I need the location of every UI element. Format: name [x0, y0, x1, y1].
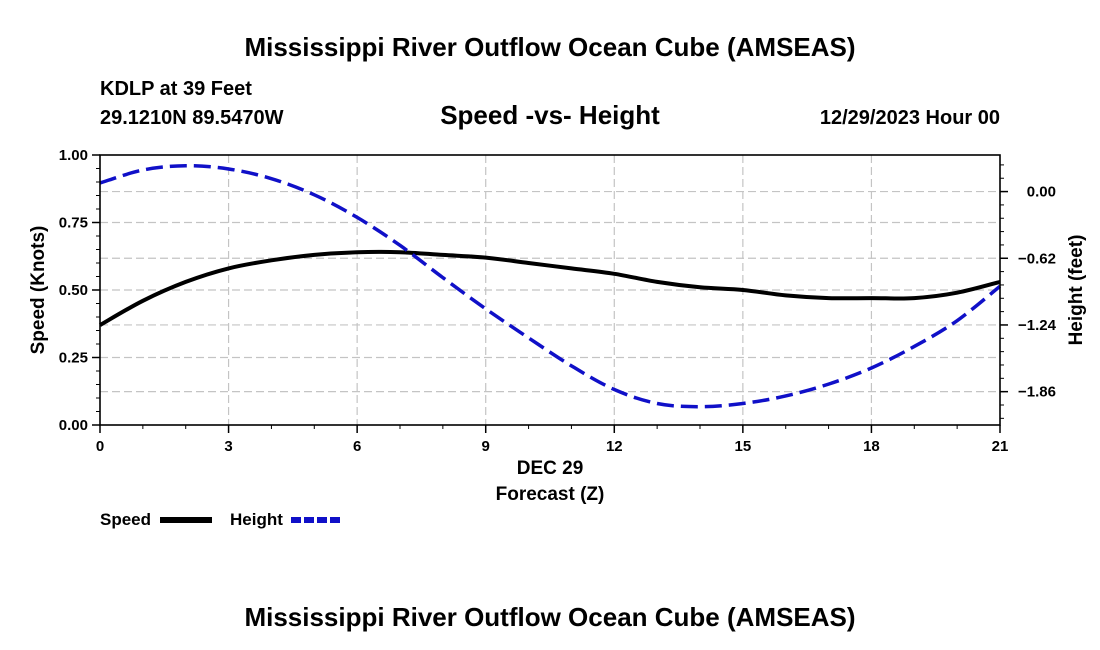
- x-tick-label: 18: [863, 438, 880, 455]
- y2-tick-label: −0.62: [1018, 250, 1056, 267]
- series-line-height: [99, 164, 1002, 409]
- x-tick-label: 21: [992, 438, 1009, 455]
- series-lines: [99, 164, 1002, 409]
- date-label: 12/29/2023 Hour 00: [820, 107, 1000, 129]
- series-line-speed: [99, 249, 1001, 327]
- y-tick-label: 0.50: [59, 282, 88, 299]
- y2-tick-label: 0.00: [1027, 184, 1056, 201]
- chart-subtitle: Speed -vs- Height: [440, 100, 660, 130]
- y-axis-label: Speed (Knots): [28, 226, 49, 355]
- x-tick-label: 9: [482, 438, 490, 455]
- y-tick-label: 0.00: [59, 417, 88, 434]
- x-tick-label: 3: [224, 438, 232, 455]
- x-axis-date-label: DEC 29: [517, 458, 584, 479]
- coordinates-label: 29.1210N 89.5470W: [100, 107, 284, 129]
- x-tick-label: 0: [96, 438, 104, 455]
- y-tick-label: 0.75: [59, 215, 88, 232]
- station-label: KDLP at 39 Feet: [100, 78, 252, 100]
- axis-ticks: 0 3 6 9 12 15 18 21 0.00 0.25 0.50 0.75 1.00 0.00 −0.6…: [59, 147, 1057, 455]
- x-tick-label: 6: [353, 438, 361, 455]
- y-tick-label: 1.00: [59, 147, 88, 164]
- legend-speed-label: Speed: [100, 510, 151, 529]
- y2-axis-label: Height (feet): [1066, 235, 1087, 346]
- x-tick-label: 15: [735, 438, 752, 455]
- y2-tick-label: −1.24: [1018, 317, 1057, 334]
- x-tick-label: 12: [606, 438, 623, 455]
- grid-lines: [100, 155, 1000, 425]
- chart-main-title: Mississippi River Outflow Ocean Cube (AM…: [244, 32, 855, 62]
- legend: Speed Height: [100, 510, 343, 529]
- footer-title: Mississippi River Outflow Ocean Cube (AM…: [244, 602, 855, 632]
- y2-tick-label: −1.86: [1018, 384, 1056, 401]
- y-tick-label: 0.25: [59, 350, 88, 367]
- x-axis-label: Forecast (Z): [496, 484, 605, 505]
- legend-height-label: Height: [230, 510, 283, 529]
